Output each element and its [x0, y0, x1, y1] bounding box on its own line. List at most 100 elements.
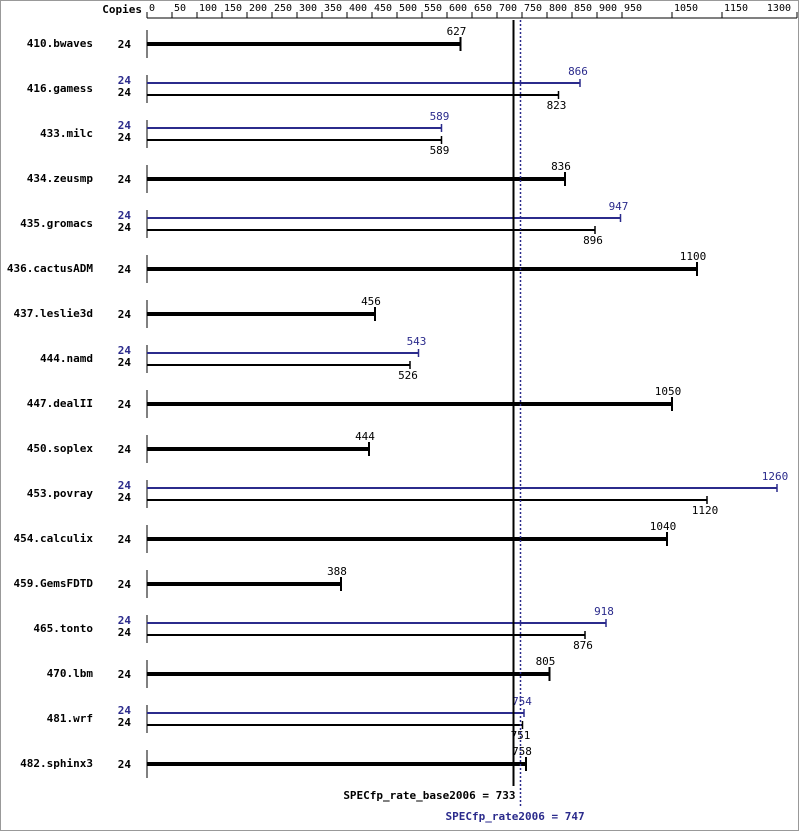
- value-label: 543: [407, 335, 427, 348]
- value-label: 758: [512, 745, 532, 758]
- x-tick-label: 850: [574, 3, 592, 14]
- bar: [147, 499, 707, 501]
- bar: [147, 217, 621, 219]
- value-label: 627: [447, 25, 467, 38]
- copies: 24: [118, 356, 132, 369]
- x-tick-label: 700: [499, 3, 517, 14]
- value-label: 918: [594, 605, 614, 618]
- bar: [147, 352, 419, 354]
- value-label: 805: [536, 655, 556, 668]
- x-tick-label: 200: [249, 3, 267, 14]
- benchmark-label: 436.cactusADM: [7, 262, 93, 275]
- copies: 24: [118, 614, 132, 627]
- benchmark-label: 416.gamess: [27, 82, 93, 95]
- copies: 24: [118, 308, 132, 321]
- bar: [147, 487, 777, 489]
- value-label: 947: [609, 200, 629, 213]
- x-tick-label: 900: [599, 3, 617, 14]
- copies: 24: [118, 263, 132, 276]
- bar: [147, 94, 559, 96]
- benchmark-label: 470.lbm: [47, 667, 94, 680]
- benchmark-label: 447.dealII: [27, 397, 93, 410]
- value-label: 444: [355, 430, 375, 443]
- value-label: 1040: [650, 520, 677, 533]
- value-label: 388: [327, 565, 347, 578]
- value-label: 896: [583, 234, 603, 247]
- value-label: 751: [511, 729, 531, 742]
- bar: [147, 622, 606, 624]
- copies: 24: [118, 131, 132, 144]
- copies: 24: [118, 479, 132, 492]
- benchmark-label: 454.calculix: [14, 532, 94, 545]
- bar: [147, 712, 524, 714]
- bar: [147, 762, 526, 766]
- copies: 24: [118, 578, 132, 591]
- x-tick-label: 600: [449, 3, 467, 14]
- value-label: 836: [551, 160, 571, 173]
- value-label: 823: [547, 99, 567, 112]
- x-tick-label: 500: [399, 3, 417, 14]
- summary-label: SPECfp_rate2006 = 747: [446, 810, 585, 823]
- bar: [147, 229, 595, 231]
- benchmark-label: 410.bwaves: [27, 37, 93, 50]
- value-label: 754: [512, 695, 532, 708]
- x-tick-label: 750: [524, 3, 542, 14]
- value-label: 1100: [680, 250, 707, 263]
- benchmark-label: 437.leslie3d: [14, 307, 93, 320]
- x-tick-label: 400: [349, 3, 367, 14]
- benchmark-label: 453.povray: [27, 487, 94, 500]
- bar: [147, 724, 523, 726]
- value-label: 1260: [762, 470, 789, 483]
- value-label: 526: [398, 369, 418, 382]
- bar: [147, 402, 672, 406]
- bar: [147, 582, 341, 586]
- x-tick-label: 950: [624, 3, 642, 14]
- copies: 24: [118, 74, 132, 87]
- copies: 24: [118, 86, 132, 99]
- copies: 24: [118, 344, 132, 357]
- x-tick-label: 1150: [724, 3, 748, 14]
- copies: 24: [118, 443, 132, 456]
- benchmark-label: 481.wrf: [47, 712, 93, 725]
- bar: [147, 634, 585, 636]
- x-tick-label: 1300: [767, 3, 791, 14]
- benchmark-label: 433.milc: [40, 127, 93, 140]
- copies: 24: [118, 221, 132, 234]
- copies: 24: [118, 209, 132, 222]
- copies: 24: [118, 398, 132, 411]
- x-tick-label: 100: [199, 3, 217, 14]
- copies: 24: [118, 491, 132, 504]
- copies: 24: [118, 626, 132, 639]
- benchmark-label: 435.gromacs: [20, 217, 93, 230]
- value-label: 1120: [692, 504, 719, 517]
- x-tick-label: 0: [149, 3, 155, 14]
- value-label: 876: [573, 639, 593, 652]
- x-tick-label: 550: [424, 3, 442, 14]
- summary-label: SPECfp_rate_base2006 = 733: [343, 789, 515, 802]
- copies: 24: [118, 704, 132, 717]
- copies: 24: [118, 758, 132, 771]
- value-label: 456: [361, 295, 381, 308]
- copies: 24: [118, 38, 132, 51]
- bar: [147, 537, 667, 541]
- bar: [147, 267, 697, 271]
- x-tick-label: 300: [299, 3, 317, 14]
- benchmark-label: 444.namd: [40, 352, 93, 365]
- copies: 24: [118, 716, 132, 729]
- benchmark-label: 459.GemsFDTD: [14, 577, 94, 590]
- copies: 24: [118, 533, 132, 546]
- copies-header: Copies: [102, 3, 142, 16]
- bar: [147, 82, 580, 84]
- x-tick-label: 650: [474, 3, 492, 14]
- x-tick-label: 1050: [674, 3, 698, 14]
- value-label: 866: [568, 65, 588, 78]
- x-tick-label: 800: [549, 3, 567, 14]
- bar: [147, 139, 442, 141]
- value-label: 589: [430, 144, 450, 157]
- x-tick-label: 50: [174, 3, 186, 14]
- benchmark-label: 465.tonto: [33, 622, 93, 635]
- bar: [147, 177, 565, 181]
- bar: [147, 127, 442, 129]
- benchmark-label: 434.zeusmp: [27, 172, 94, 185]
